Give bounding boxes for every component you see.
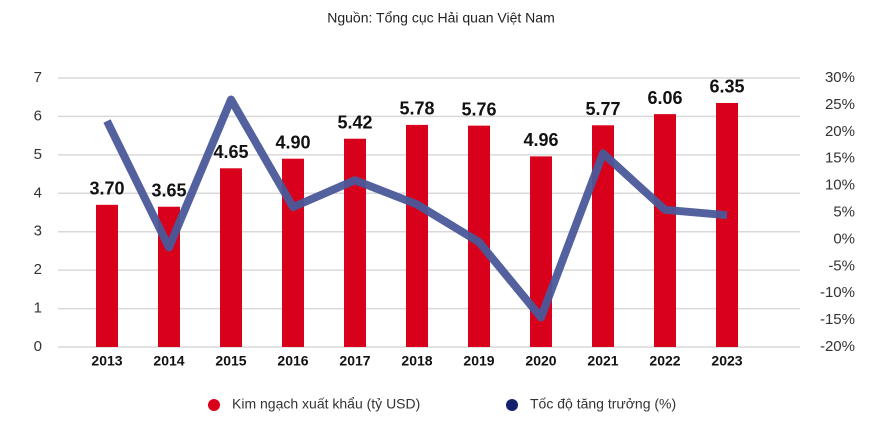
bar: [716, 102, 738, 347]
y-tick-label: 4: [34, 184, 42, 201]
value-label: 3.65: [151, 180, 186, 200]
x-tick-label: 2013: [91, 353, 122, 369]
y2-tick-label: 15%: [825, 150, 855, 167]
value-label: 4.65: [213, 142, 248, 162]
line: [103, 95, 728, 322]
y2-tick-label: -5%: [828, 257, 855, 274]
bar: [468, 125, 490, 347]
y-tick-label: 1: [34, 300, 42, 317]
chart-title: Nguồn: Tổng cục Hải quan Việt Nam: [327, 10, 555, 26]
value-label: 4.96: [523, 130, 558, 150]
bar: [96, 204, 118, 347]
y2-tick-label: -20%: [820, 338, 855, 355]
value-label: 6.35: [709, 77, 744, 97]
x-tick-label: 2021: [587, 353, 618, 369]
y2-tick-label: 10%: [825, 177, 855, 194]
legend-marker: [208, 399, 220, 411]
y-tick-label: 5: [34, 146, 42, 163]
legend-label: Kim ngạch xuất khẩu (tỷ USD): [232, 396, 420, 412]
x-tick-label: 2018: [401, 353, 432, 369]
value-label: 3.70: [89, 179, 124, 199]
y2-tick-label: 0%: [833, 230, 855, 247]
y-tick-label: 7: [34, 69, 42, 86]
bar: [344, 138, 366, 347]
value-label: 4.90: [275, 132, 310, 152]
value-label: 5.78: [399, 99, 434, 119]
x-tick-label: 2022: [649, 353, 680, 369]
x-tick-label: 2020: [525, 353, 556, 369]
y2-tick-label: 5%: [833, 203, 855, 220]
y2-tick-label: 25%: [825, 96, 855, 113]
value-label: 6.06: [647, 88, 682, 108]
x-tick-label: 2016: [277, 353, 308, 369]
y-tick-label: 3: [34, 223, 42, 240]
y2-tick-label: -10%: [820, 284, 855, 301]
bar: [654, 114, 676, 347]
legend-label: Tốc độ tăng trưởng (%): [530, 396, 676, 412]
bar: [406, 124, 428, 347]
y-tick-label: 0: [34, 338, 42, 355]
y2-tick-label: -15%: [820, 311, 855, 328]
x-tick-label: 2014: [153, 353, 184, 369]
y2-tick-label: 20%: [825, 123, 855, 140]
legend-marker: [506, 399, 518, 411]
value-label: 5.77: [585, 99, 620, 119]
y2-tick-label: 30%: [825, 69, 855, 86]
value-label: 5.42: [337, 112, 372, 132]
y-tick-label: 6: [34, 107, 42, 124]
y-tick-label: 2: [34, 261, 42, 278]
bar: [220, 168, 242, 347]
value-label: 5.76: [461, 99, 496, 119]
x-tick-label: 2023: [711, 353, 742, 369]
x-tick-label: 2017: [339, 353, 370, 369]
bar: [592, 125, 614, 347]
x-tick-label: 2019: [463, 353, 494, 369]
x-tick-label: 2015: [215, 353, 246, 369]
